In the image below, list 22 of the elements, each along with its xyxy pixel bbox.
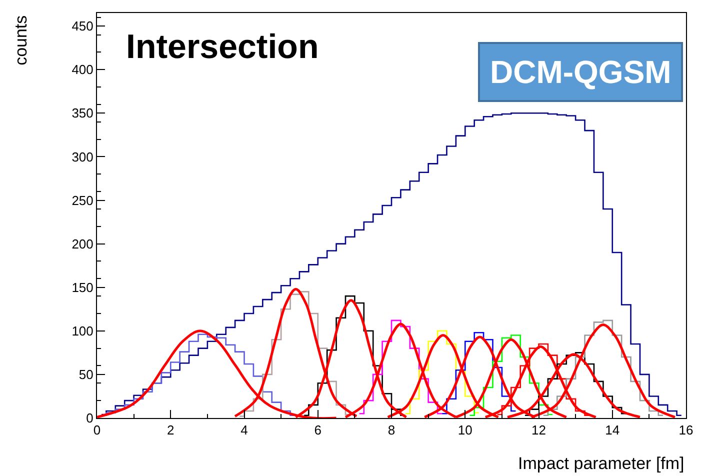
y-tick-label: 0 — [86, 410, 94, 426]
x-tick-label: 2 — [167, 422, 174, 438]
y-axis-title: counts — [11, 15, 30, 66]
x-tick-label: 10 — [458, 422, 472, 438]
y-tick-label: 400 — [72, 62, 94, 78]
y-tick-label: 200 — [72, 236, 94, 252]
x-tick-label: 8 — [388, 422, 396, 438]
y-tick-label: 450 — [72, 18, 94, 34]
y-tick-label: 250 — [72, 192, 94, 208]
y-tick-label: 50 — [78, 367, 94, 382]
y-tick-label: 350 — [72, 106, 94, 121]
annotation: Intersection — [126, 28, 319, 66]
y-tick-label: 150 — [72, 280, 94, 295]
y-tick-label: 100 — [72, 323, 94, 338]
x-tick-label: 12 — [532, 422, 546, 438]
x-tick-label: 14 — [605, 422, 620, 438]
x-tick-label: 4 — [240, 422, 248, 438]
y-tick-label: 300 — [72, 149, 94, 164]
x-tick-label: 16 — [678, 422, 694, 438]
x-axis-title: Impact parameter [fm] — [518, 454, 684, 473]
annotation: DCM-QGSM — [490, 54, 672, 90]
x-tick-label: 6 — [314, 422, 322, 438]
